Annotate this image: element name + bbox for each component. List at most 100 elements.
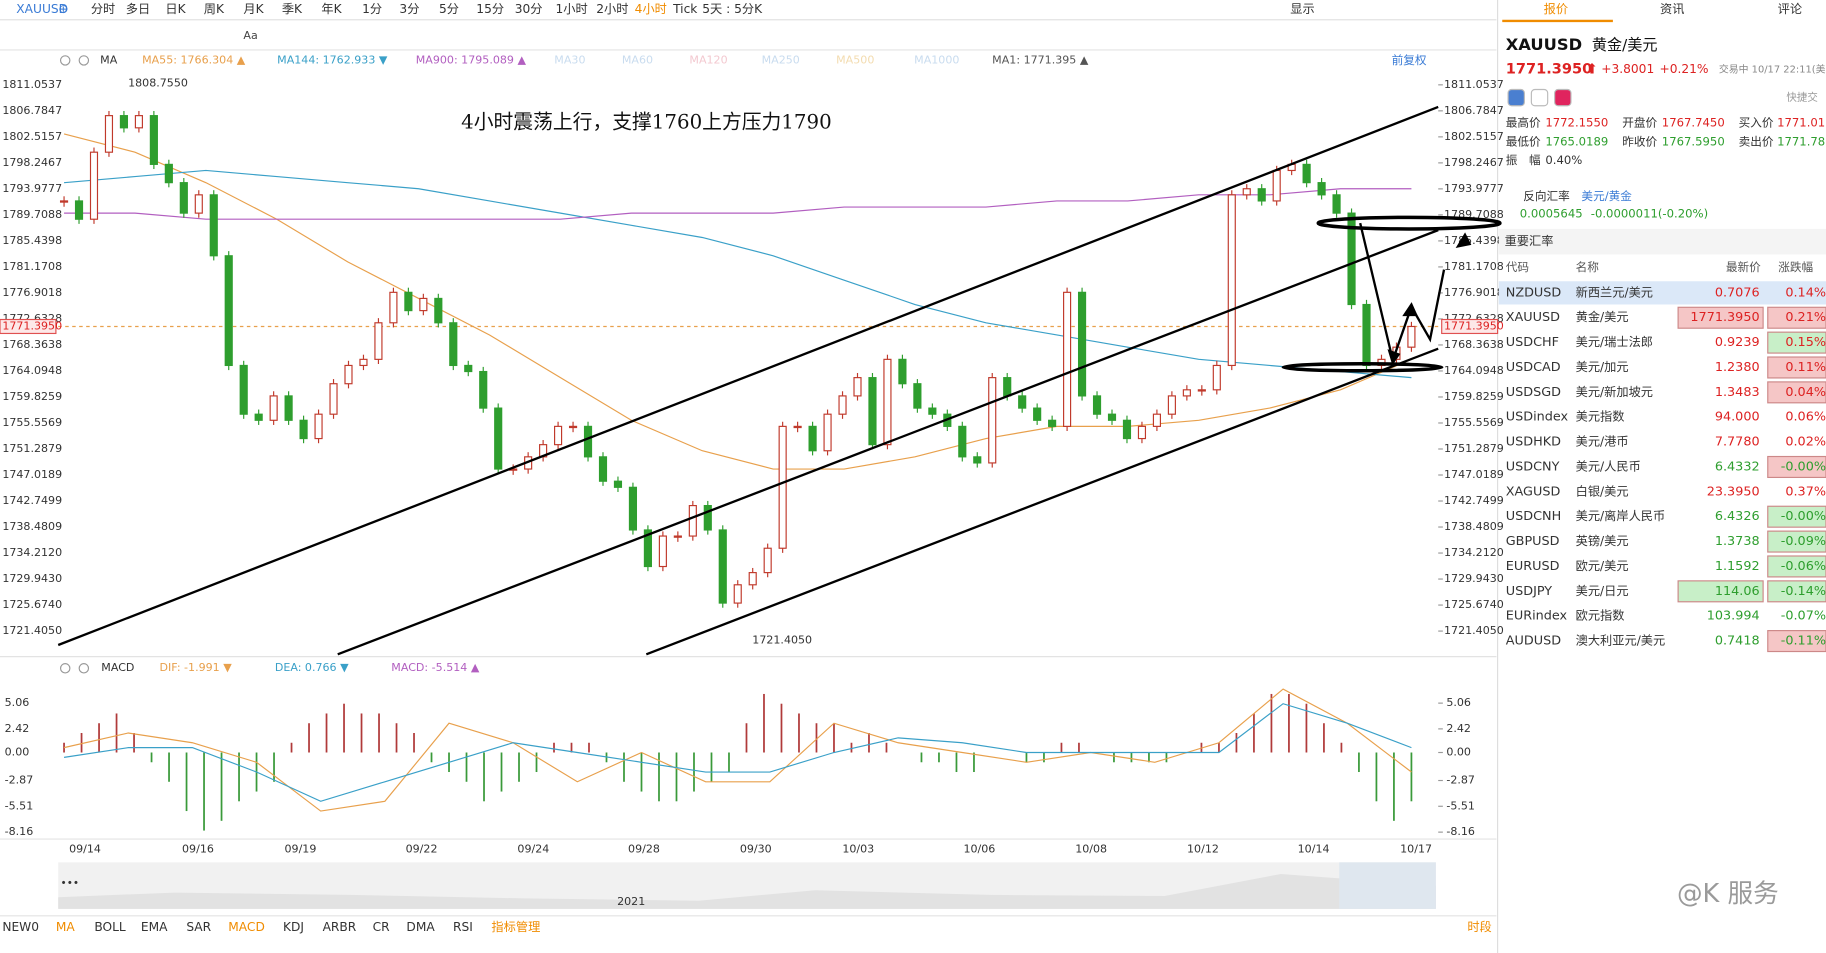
- ma-legend: MA55: 1766.304 ▲: [142, 53, 246, 66]
- row-code[interactable]: USDindex: [1506, 410, 1569, 425]
- row-code[interactable]: XAGUSD: [1506, 484, 1561, 499]
- close-icon[interactable]: [78, 663, 90, 674]
- close-icon[interactable]: [78, 55, 90, 66]
- indicator-tab[interactable]: ARBR: [323, 920, 357, 934]
- action-icon[interactable]: [1554, 88, 1572, 107]
- symbol-tab[interactable]: XAUUSD: [16, 2, 68, 16]
- panel-tab[interactable]: 报价: [1544, 1, 1568, 16]
- interval-tab[interactable]: 多日: [126, 2, 150, 16]
- quick-trade[interactable]: 快捷交: [1786, 91, 1818, 104]
- interval-tab[interactable]: 季K: [282, 2, 303, 16]
- row-code[interactable]: EURUSD: [1506, 559, 1560, 574]
- row-code[interactable]: USDHKD: [1506, 435, 1561, 450]
- row-code[interactable]: XAUUSD: [1506, 310, 1560, 325]
- price-tick-left: 1759.8259: [2, 390, 62, 403]
- candle: [1302, 163, 1311, 184]
- indicator-tab[interactable]: MA: [56, 920, 76, 934]
- indicator-tab[interactable]: 指标管理: [491, 919, 540, 934]
- action-icon[interactable]: [1530, 88, 1549, 107]
- row-name: 美元/人民币: [1576, 459, 1641, 473]
- section-band: [1498, 228, 1826, 255]
- row-code[interactable]: EURindex: [1506, 609, 1568, 624]
- date-label: 10/17: [1400, 843, 1432, 856]
- price-tick-right: 1785.4398: [1444, 234, 1504, 247]
- row-code[interactable]: USDCNY: [1506, 459, 1560, 474]
- row-name: 美元/日元: [1576, 584, 1629, 598]
- row-code[interactable]: USDCAD: [1506, 360, 1561, 375]
- row-code[interactable]: USDCHF: [1506, 335, 1559, 350]
- interval-tab[interactable]: 5分: [439, 2, 459, 16]
- resistance-mark: [1316, 215, 1502, 231]
- action-icon[interactable]: [1507, 88, 1525, 107]
- indicator-tab[interactable]: NEW0: [2, 920, 39, 934]
- reverse-pair: 美元/黄金: [1581, 189, 1632, 203]
- interval-tab[interactable]: Tick: [672, 2, 698, 16]
- interval-tab[interactable]: 1小时: [555, 2, 587, 16]
- indicator-tab[interactable]: KDJ: [283, 920, 304, 934]
- settings-icon[interactable]: [59, 663, 71, 674]
- price-tick-left: 1747.0189: [2, 468, 62, 481]
- indicator-tab[interactable]: MACD: [228, 920, 265, 934]
- display-menu[interactable]: 显示: [1290, 2, 1314, 16]
- row-code[interactable]: AUDUSD: [1506, 634, 1561, 649]
- row-code[interactable]: USDCNH: [1506, 509, 1561, 524]
- adjust-label[interactable]: 前复权: [1392, 53, 1427, 67]
- interval-tab[interactable]: 月K: [243, 2, 264, 16]
- indicator-tab[interactable]: DMA: [406, 920, 435, 934]
- row-code[interactable]: USDSGD: [1506, 385, 1561, 400]
- row-code[interactable]: NZDUSD: [1506, 285, 1562, 300]
- price-tick-left: 1789.7088: [2, 208, 62, 221]
- interval-tab[interactable]: 4小时: [635, 2, 667, 16]
- candle: [658, 535, 667, 568]
- price-tick-right: 1738.4809: [1444, 520, 1504, 533]
- interval-tab[interactable]: 1分: [362, 2, 382, 16]
- row-code[interactable]: USDJPY: [1506, 584, 1553, 599]
- interval-tab[interactable]: 分时: [91, 2, 115, 16]
- candle: [1018, 395, 1027, 409]
- panel-tab[interactable]: 资讯: [1660, 2, 1684, 16]
- scroll-button[interactable]: •••: [61, 877, 80, 889]
- scroll-window[interactable]: [1339, 862, 1436, 909]
- candle: [359, 358, 368, 367]
- stat-value: 1765.0189: [1545, 134, 1608, 148]
- interval-tab[interactable]: 3分: [399, 2, 419, 16]
- row-name: 黄金/美元: [1576, 309, 1629, 324]
- row-price: 114.06: [1715, 584, 1760, 599]
- candle: [1182, 389, 1191, 397]
- candle: [1137, 425, 1147, 440]
- interval-tab[interactable]: 年K: [321, 2, 342, 16]
- settings-icon[interactable]: [59, 55, 71, 66]
- stat-label: 开盘价: [1622, 116, 1657, 130]
- quote-arrow: ⬆: [1586, 62, 1598, 78]
- candle: [898, 358, 907, 385]
- candle: [1332, 194, 1341, 214]
- indicator-tab[interactable]: RSI: [453, 920, 473, 934]
- quote-symbol: XAUUSD: [1506, 35, 1582, 54]
- interval-tab[interactable]: 15分: [476, 2, 504, 16]
- price-tick-right: 1776.9018: [1444, 286, 1504, 299]
- price-tick-right: 1764.0948: [1444, 364, 1504, 377]
- candle: [748, 572, 757, 586]
- indicator-tab[interactable]: CR: [373, 920, 391, 934]
- interval-tab[interactable]: 2小时: [596, 2, 628, 16]
- panel-tab[interactable]: 评论: [1778, 2, 1802, 16]
- row-change: -0.00%: [1781, 459, 1826, 474]
- row-change: 0.21%: [1785, 310, 1826, 325]
- candle: [134, 115, 143, 129]
- high-label: 1808.7550: [128, 77, 188, 90]
- row-code[interactable]: GBPUSD: [1506, 534, 1560, 549]
- indicator-tab[interactable]: SAR: [186, 920, 211, 934]
- indicator-tab[interactable]: BOLL: [94, 920, 126, 934]
- ma-legend: MA900: 1795.089 ▲: [416, 53, 527, 66]
- current-price-left: 1771.3950: [2, 319, 62, 332]
- indicator-tab[interactable]: EMA: [141, 920, 168, 934]
- text-tool[interactable]: Aa: [243, 29, 257, 42]
- row-change: -0.09%: [1781, 534, 1826, 549]
- view-select[interactable]: 5天 : 5分K: [702, 2, 763, 16]
- interval-tab[interactable]: 日K: [165, 2, 186, 16]
- row-change: -0.14%: [1781, 584, 1826, 599]
- interval-tab[interactable]: 30分: [515, 2, 543, 16]
- interval-tab[interactable]: 周K: [204, 2, 225, 16]
- period-button[interactable]: 时段: [1467, 919, 1491, 934]
- channel-line: [645, 347, 1439, 656]
